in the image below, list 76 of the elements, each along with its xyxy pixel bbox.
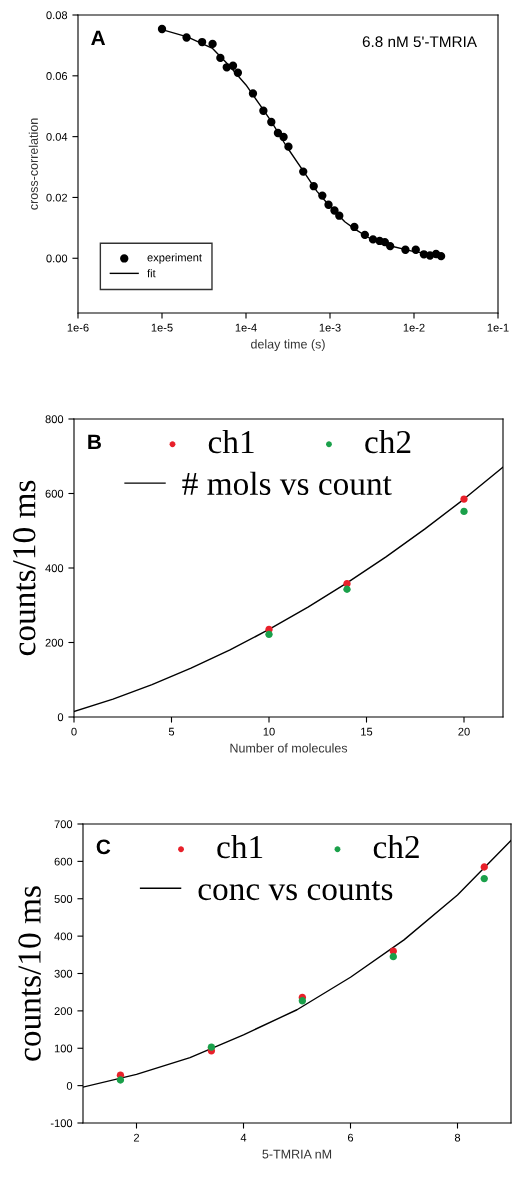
point	[460, 507, 468, 516]
point	[318, 191, 327, 200]
legend-label: ch2	[373, 834, 419, 859]
point	[248, 89, 258, 98]
point	[267, 117, 276, 127]
x-tick-label: 1e-4	[235, 323, 257, 332]
legend-label: ch1	[217, 834, 263, 859]
annotation: C	[96, 839, 111, 855]
y-tick-label: 800	[45, 415, 64, 424]
y-tick-label: 700	[54, 820, 73, 829]
y-tick-label: 0.02	[46, 193, 68, 202]
y-tick-label: 0	[57, 713, 64, 722]
annotation: B	[88, 434, 101, 449]
point	[460, 495, 468, 503]
y-tick-label: -100	[50, 1119, 73, 1128]
y-tick-label: 500	[54, 895, 73, 903]
y-tick-label: 0	[66, 1081, 73, 1090]
point	[259, 106, 268, 115]
x-tick-label: 2	[133, 1133, 140, 1142]
annotation: 6.8 nM 5'-TMRIA	[362, 36, 477, 48]
legend-label: experiment	[147, 253, 202, 264]
x-tick-label: 1e-5	[151, 323, 173, 332]
point	[343, 585, 351, 593]
point	[480, 863, 488, 871]
y-tick-label: 200	[45, 638, 64, 647]
x-tick-label: 1e-2	[403, 323, 425, 332]
y-axis-title: counts/10 ms	[13, 480, 36, 656]
point	[298, 997, 307, 1005]
y-axis-title: cross-correlation	[28, 118, 38, 210]
point	[197, 37, 207, 47]
y-tick-label: 100	[54, 1044, 73, 1053]
point	[216, 53, 225, 63]
legend-label: ch1	[208, 429, 254, 454]
x-tick-label: 8	[454, 1133, 461, 1142]
point	[207, 1043, 216, 1051]
point	[368, 235, 378, 244]
x-axis-title: delay time (s)	[251, 339, 325, 351]
y-tick-label: 0.08	[46, 11, 68, 20]
point	[309, 182, 318, 191]
point	[208, 39, 217, 49]
point	[480, 874, 488, 883]
point	[299, 167, 308, 176]
legend-label: ch2	[365, 429, 411, 454]
y-tick-label: 200	[54, 1007, 73, 1016]
x-tick-label: 20	[458, 727, 470, 736]
x-axis-title: Number of molecules	[230, 743, 348, 753]
y-tick-label: 400	[54, 932, 73, 941]
y-tick-label: 300	[54, 969, 73, 978]
point	[360, 230, 370, 240]
y-tick-label: 400	[45, 564, 64, 573]
y-tick-label: 0.00	[46, 254, 68, 263]
y-tick-label: 0.04	[46, 132, 68, 141]
y-axis-title: counts/10 ms	[18, 886, 41, 1061]
point	[401, 245, 410, 254]
point	[116, 1076, 125, 1084]
point	[411, 245, 420, 254]
annotation: A	[91, 30, 106, 45]
point	[265, 630, 273, 638]
x-tick-label: 6	[347, 1133, 354, 1142]
x-axis-title: 5-TMRIA nM	[262, 1149, 332, 1159]
x-tick-label: 1e-1	[487, 323, 509, 332]
point	[324, 200, 333, 209]
x-tick-label: 15	[361, 727, 373, 736]
y-tick-label: 600	[45, 489, 64, 498]
y-tick-label: 0.06	[46, 72, 68, 80]
legend-label: fit	[147, 269, 156, 278]
x-tick-label: 10	[263, 727, 275, 736]
legend-label: conc vs counts	[198, 881, 393, 901]
y-tick-label: 600	[54, 857, 73, 866]
legend-label: # mols vs count	[182, 471, 392, 496]
x-tick-label: 1e-3	[319, 323, 341, 332]
x-tick-label: 1e-6	[67, 323, 89, 332]
point	[389, 953, 397, 961]
point	[350, 222, 359, 232]
x-tick-label: 4	[240, 1133, 247, 1142]
x-tick-label: 5	[168, 727, 175, 736]
